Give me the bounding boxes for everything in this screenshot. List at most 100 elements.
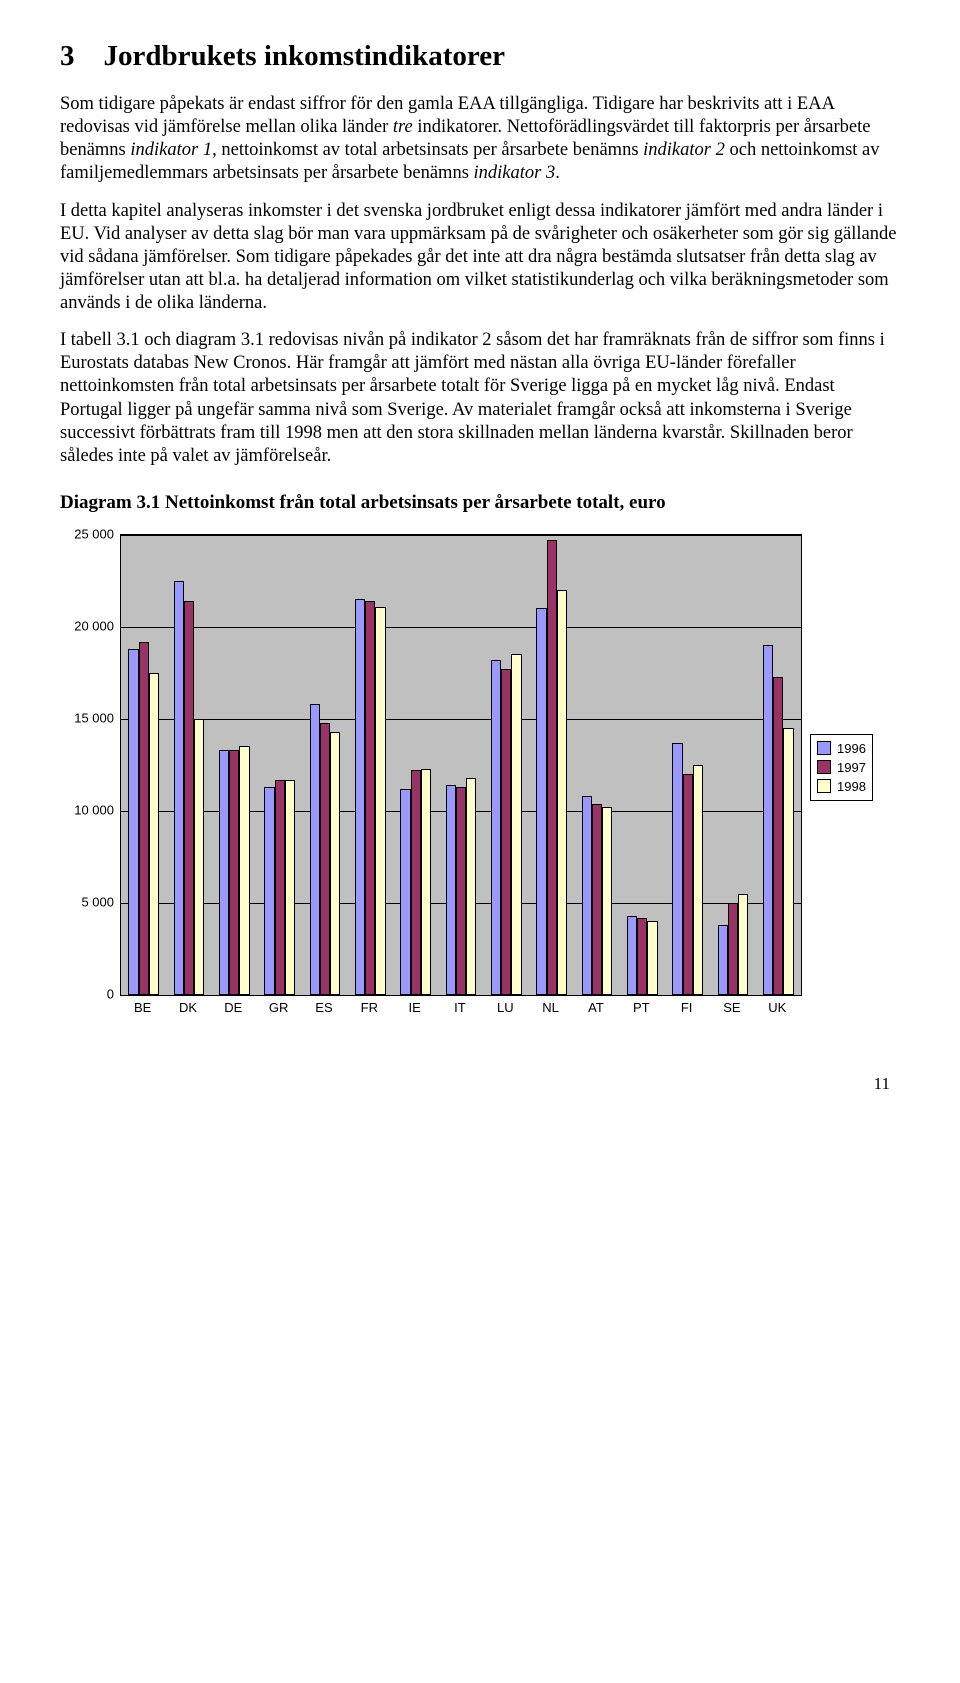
legend-label-1996: 1996: [837, 741, 866, 756]
plot-area: [120, 534, 802, 996]
section-heading: 3 Jordbrukets inkomstindikatorer: [60, 40, 900, 73]
bar: [728, 903, 738, 995]
y-tick-label: 0: [64, 986, 114, 1001]
bar-group: [128, 642, 159, 995]
legend-item-1997: 1997: [817, 758, 866, 777]
x-tick-label: FR: [347, 1000, 392, 1015]
bar: [194, 719, 204, 995]
y-tick-label: 5 000: [64, 894, 114, 909]
diagram-title: Diagram 3.1 Nettoinkomst från total arbe…: [60, 492, 900, 514]
paragraph-2: I detta kapitel analyseras inkomster i d…: [60, 200, 900, 316]
bar: [310, 704, 320, 995]
bar: [783, 728, 793, 995]
legend-label-1997: 1997: [837, 760, 866, 775]
paragraph-1: Som tidigare påpekats är endast siffror …: [60, 93, 900, 186]
bar: [501, 669, 511, 995]
bar: [239, 746, 249, 994]
legend-swatch-1998: [817, 779, 831, 793]
bar: [466, 778, 476, 995]
x-tick-label: FI: [664, 1000, 709, 1015]
chart-area: 0 5 000 10 000 15 000 20 000 25 000 BEDKDEGRE…: [60, 524, 900, 1044]
bar-group: [582, 796, 613, 995]
x-axis-labels: BEDKDEGRESFRIEITLUNLATPTFISEUK: [120, 1000, 800, 1015]
bar-group: [174, 581, 205, 995]
bar: [536, 608, 546, 994]
bar: [128, 649, 138, 995]
bar: [637, 918, 647, 995]
bar: [683, 774, 693, 995]
x-tick-label: NL: [528, 1000, 573, 1015]
x-tick-label: IT: [437, 1000, 482, 1015]
paragraph-3: I tabell 3.1 och diagram 3.1 redovisas n…: [60, 329, 900, 468]
y-tick-label: 25 000: [64, 526, 114, 541]
bar: [693, 765, 703, 995]
bar: [718, 925, 728, 995]
bar-group: [264, 780, 295, 995]
bar-group: [400, 769, 431, 995]
bar: [149, 673, 159, 995]
bar: [285, 780, 295, 995]
section-number: 3: [60, 40, 75, 72]
bar: [582, 796, 592, 995]
x-tick-label: GR: [256, 1000, 301, 1015]
x-tick-label: IE: [392, 1000, 437, 1015]
bar: [592, 804, 602, 995]
page: 3 Jordbrukets inkomstindikatorer Som tid…: [0, 0, 960, 1114]
bar-group: [446, 778, 477, 995]
bar: [275, 780, 285, 995]
bar: [320, 723, 330, 995]
bar-group: [536, 540, 567, 994]
bars-layer: [121, 535, 801, 995]
bar: [229, 750, 239, 995]
bar: [219, 750, 229, 995]
legend-label-1998: 1998: [837, 779, 866, 794]
bar: [264, 787, 274, 995]
page-number: 11: [60, 1074, 900, 1094]
bar: [773, 677, 783, 995]
bar: [365, 601, 375, 995]
bar-group: [627, 916, 658, 995]
x-tick-label: SE: [709, 1000, 754, 1015]
legend: 1996 1997 1998: [810, 734, 873, 801]
bar: [557, 590, 567, 995]
bar: [627, 916, 637, 995]
bar: [491, 660, 501, 995]
legend-item-1996: 1996: [817, 739, 866, 758]
section-title-text: Jordbrukets inkomstindikatorer: [104, 40, 505, 72]
y-tick-label: 10 000: [64, 802, 114, 817]
bar-group: [718, 894, 749, 995]
bar: [547, 540, 557, 994]
x-tick-label: UK: [755, 1000, 800, 1015]
bar: [738, 894, 748, 995]
bar: [184, 601, 194, 995]
x-tick-label: ES: [301, 1000, 346, 1015]
x-tick-label: AT: [573, 1000, 618, 1015]
bar: [139, 642, 149, 995]
bar: [174, 581, 184, 995]
bar: [446, 785, 456, 995]
x-tick-label: PT: [619, 1000, 664, 1015]
bar: [421, 769, 431, 995]
bar-group: [763, 645, 794, 995]
x-tick-label: DE: [211, 1000, 256, 1015]
bar-group: [355, 599, 386, 995]
bar-group: [310, 704, 341, 995]
bar: [411, 770, 421, 994]
bar: [456, 787, 466, 995]
x-tick-label: DK: [165, 1000, 210, 1015]
y-tick-label: 20 000: [64, 618, 114, 633]
bar: [330, 732, 340, 995]
legend-swatch-1997: [817, 760, 831, 774]
x-tick-label: BE: [120, 1000, 165, 1015]
bar-group: [672, 743, 703, 995]
bar-group: [491, 654, 522, 994]
bar: [672, 743, 682, 995]
bar: [400, 789, 410, 995]
bar: [355, 599, 365, 995]
chart: 0 5 000 10 000 15 000 20 000 25 000 BEDKDEGRE…: [60, 524, 900, 1044]
legend-swatch-1996: [817, 741, 831, 755]
bar-group: [219, 746, 250, 994]
y-tick-label: 15 000: [64, 710, 114, 725]
legend-item-1998: 1998: [817, 777, 866, 796]
bar: [511, 654, 521, 994]
